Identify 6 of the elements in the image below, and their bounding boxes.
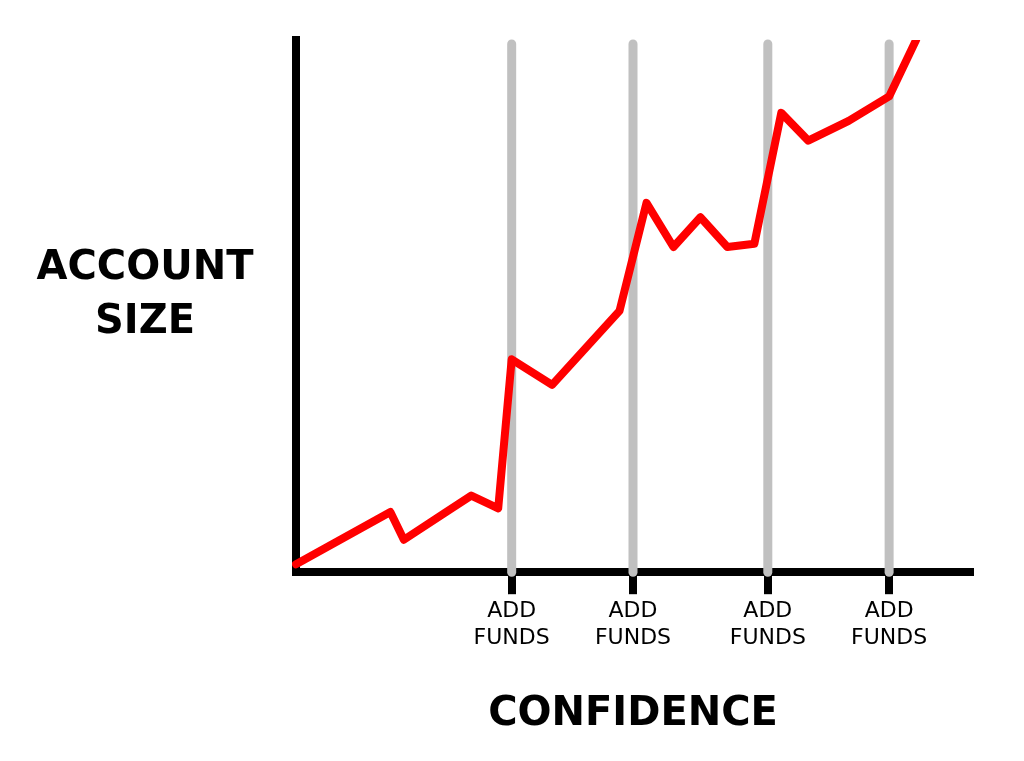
y-axis-title: ACCOUNT SIZE: [35, 241, 255, 344]
x-tick-label: ADD FUNDS: [729, 597, 806, 649]
x-tick-label: ADD FUNDS: [473, 597, 550, 649]
x-tick-label: ADD FUNDS: [851, 597, 928, 649]
x-axis-title: CONFIDENCE: [488, 688, 778, 735]
x-tick-label: ADD FUNDS: [594, 597, 672, 649]
